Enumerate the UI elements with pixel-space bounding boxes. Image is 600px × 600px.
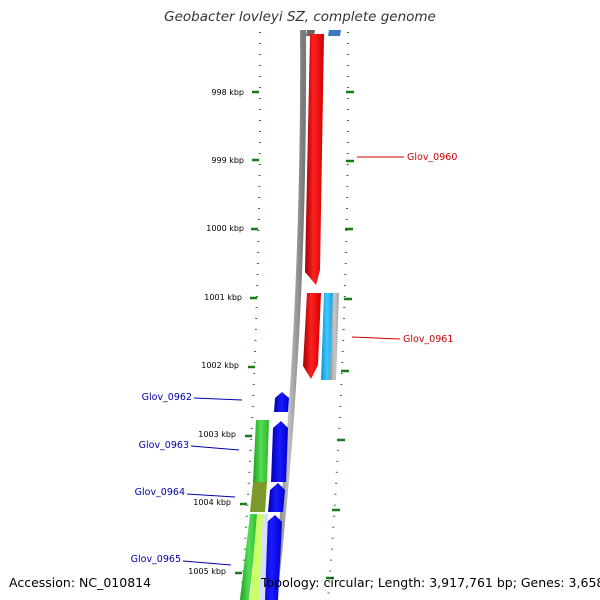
cyan-feature-0961 <box>321 293 333 380</box>
green-feature-0965 <box>240 514 258 600</box>
tick-1004: 1004 kbp <box>193 498 340 512</box>
tick-label-998: 998 kbp <box>211 88 244 97</box>
tick-label-1001: 1001 kbp <box>204 293 242 302</box>
accession-label: Accession: NC_010814 <box>9 575 152 590</box>
tick-1005: 1005 kbp <box>188 567 334 580</box>
inner-tick-track <box>240 31 262 600</box>
outer-tick-track <box>327 31 350 600</box>
tick-label-1002: 1002 kbp <box>201 361 239 370</box>
gene-label-glov-0964: Glov_0964 <box>135 487 185 498</box>
tick-1002: 1002 kbp <box>201 361 349 373</box>
tick-1003: 1003 kbp <box>198 430 345 442</box>
gene-label-glov-0963: Glov_0963 <box>139 440 189 451</box>
gene-label-glov-0960: Glov_0960 <box>407 152 457 163</box>
gene-label-glov-0962: Glov_0962 <box>142 392 192 403</box>
gene-glov-0963 <box>271 421 288 482</box>
green-feature-0963 <box>253 420 269 482</box>
genome-backbone <box>271 29 307 600</box>
olive-feature-0964 <box>250 482 267 512</box>
leader-line-glov-0963 <box>190 445 240 451</box>
tick-label-1005: 1005 kbp <box>188 567 226 576</box>
yellowgreen-feature-0965 <box>250 514 264 600</box>
tick-label-1000: 1000 kbp <box>206 224 244 233</box>
grey-feature-0961 <box>330 293 339 380</box>
gene-glov-0961 <box>303 293 321 379</box>
gene-labels: Glov_0960 Glov_0961 Glov_0962 Glov_0963 … <box>131 152 457 566</box>
gene-label-glov-0965: Glov_0965 <box>131 554 181 565</box>
leader-line-glov-0964 <box>186 493 236 498</box>
topology-label: Topology: circular; Length: 3,917,761 bp… <box>261 575 600 590</box>
gene-label-glov-0961: Glov_0961 <box>403 334 453 345</box>
map-title: Geobacter lovleyi SZ, complete genome <box>164 9 436 25</box>
tick-999: 999 kbp <box>211 156 354 165</box>
leader-line-glov-0965 <box>182 560 232 566</box>
tick-label-999: 999 kbp <box>211 156 244 165</box>
gene-glov-0960 <box>305 34 324 285</box>
pale-blue-feature-0965 <box>259 514 268 600</box>
gene-glov-0962 <box>274 392 289 412</box>
leader-line-glov-0961 <box>351 336 401 340</box>
tick-998: 998 kbp <box>211 88 354 97</box>
tick-label-1004: 1004 kbp <box>193 498 231 507</box>
tick-1000: 1000 kbp <box>206 224 353 233</box>
tick-label-1003: 1003 kbp <box>198 430 236 439</box>
gene-glov-0964 <box>268 483 285 512</box>
tick-group: 998 kbp 999 kbp 1000 kbp 1001 kbp 1002 k… <box>188 88 354 580</box>
forward-gene-top-fragment <box>328 30 341 36</box>
tick-1001: 1001 kbp <box>204 293 352 302</box>
leader-line-glov-0962 <box>193 397 243 401</box>
